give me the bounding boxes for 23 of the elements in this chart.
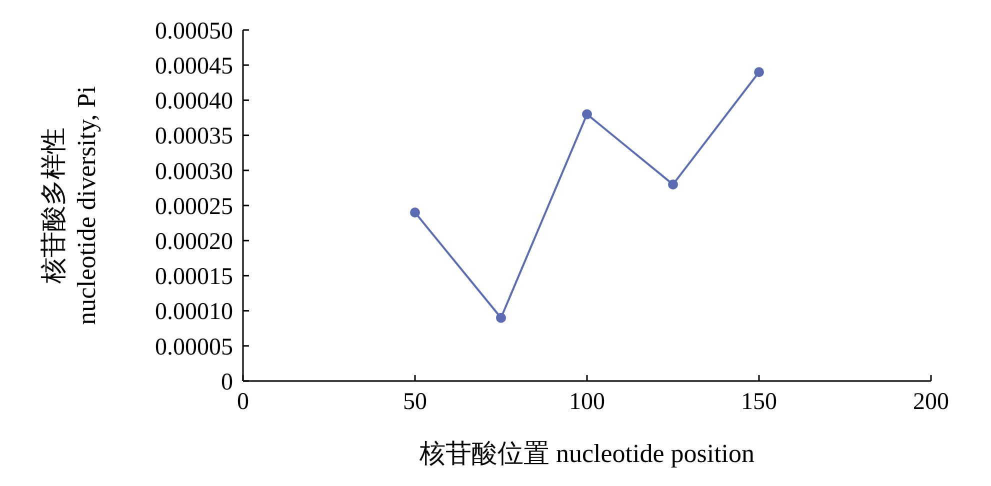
y-tick-label: 0.00035 xyxy=(155,124,233,150)
y-tick-label: 0 xyxy=(221,369,233,396)
x-tick-label: 50 xyxy=(403,389,427,415)
point xyxy=(582,109,592,120)
point xyxy=(496,312,506,323)
x-axis-title: 核苷酸位置 nucleotide position xyxy=(418,439,755,468)
y-tick-label: 0.00015 xyxy=(155,264,233,290)
point xyxy=(668,179,678,190)
y-tick-label: 0.00020 xyxy=(155,229,233,255)
y-tick-label: 0.00050 xyxy=(155,18,233,44)
x-tick-label: 200 xyxy=(913,389,949,415)
y-tick-label: 0.00005 xyxy=(155,334,233,360)
x-tick-label: 150 xyxy=(741,389,777,415)
y-tick-label: 0.00040 xyxy=(155,88,233,115)
point xyxy=(754,67,764,78)
y-tick-label: 0.00045 xyxy=(155,54,233,80)
y-tick-label: 0.00010 xyxy=(155,299,233,326)
y-tick-label: 0.00025 xyxy=(155,194,233,220)
y-tick-label: 0.00030 xyxy=(155,158,233,185)
y-axis-title: 核苷酸多样性 nucleotide diversity, Pi xyxy=(39,86,101,325)
point xyxy=(410,208,420,218)
x-tick-label: 0 xyxy=(237,389,249,415)
x-tick-label: 100 xyxy=(569,389,605,415)
